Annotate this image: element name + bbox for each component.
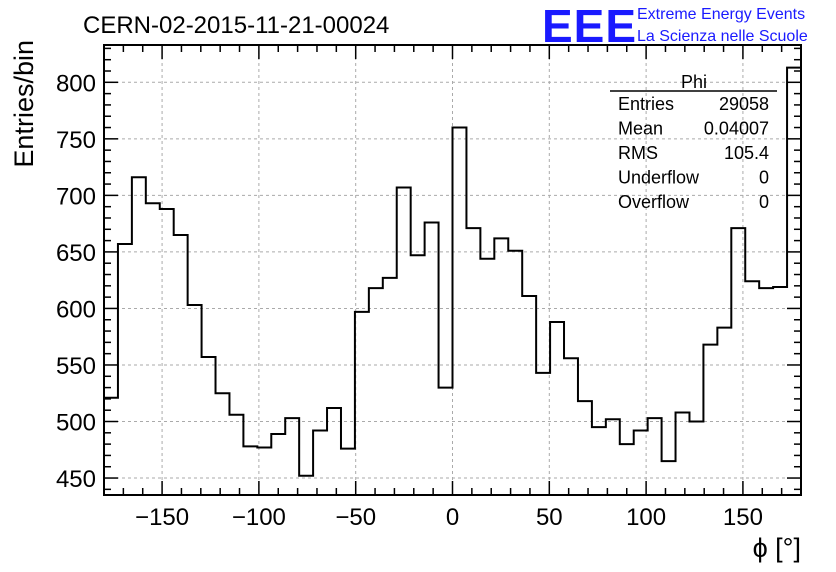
chart-title: CERN-02-2015-11-21-00024 <box>83 12 389 39</box>
axis-ticks <box>104 45 801 495</box>
x-tick-label: −150 <box>135 504 189 531</box>
x-tick-label: 150 <box>723 504 763 531</box>
stats-label: Entries <box>618 94 674 114</box>
stats-label: Mean <box>618 119 663 139</box>
x-tick-label: −100 <box>232 504 286 531</box>
y-tick-labels: 450 500 550 600 650 700 750 800 <box>56 70 96 493</box>
stats-value: 0 <box>759 192 769 212</box>
stats-label: Overflow <box>618 192 690 212</box>
y-axis-title: Entries/bin <box>9 40 39 168</box>
x-tick-label: 0 <box>446 504 459 531</box>
stats-rows: Entries 29058 Mean 0.04007 RMS 105.4 Underflow… <box>618 94 769 212</box>
stats-box: Phi Entries 29058 Mean 0.04007 RMS 105.4 Under… <box>610 72 777 212</box>
x-axis-title: ϕ [°] <box>753 533 801 563</box>
y-tick-label: 800 <box>56 70 96 97</box>
stats-label: RMS <box>618 143 658 163</box>
y-tick-label: 700 <box>56 183 96 210</box>
logo-line-2: La Scienza nelle Scuole <box>637 28 808 45</box>
stats-value: 0 <box>759 168 769 188</box>
y-tick-label: 500 <box>56 410 96 437</box>
stats-value: 105.4 <box>724 143 769 163</box>
x-tick-labels: −150 −100 −50 0 50 100 150 <box>135 504 763 531</box>
logo-mark: EEE <box>542 0 637 52</box>
x-tick-label: 50 <box>536 504 563 531</box>
y-tick-label: 650 <box>56 240 96 267</box>
x-tick-label: −50 <box>335 504 376 531</box>
eee-logo: EEE Extreme Energy Events La Scienza nel… <box>542 0 808 52</box>
y-tick-label: 450 <box>56 466 96 493</box>
x-tick-label: 100 <box>626 504 666 531</box>
logo-line-1: Extreme Energy Events <box>637 6 805 23</box>
histogram-step-line <box>103 66 802 495</box>
y-tick-label: 600 <box>56 296 96 323</box>
y-tick-label: 750 <box>56 127 96 154</box>
stats-value: 29058 <box>719 94 769 114</box>
stats-label: Underflow <box>618 168 700 188</box>
stats-value: 0.04007 <box>704 119 769 139</box>
y-tick-label: 550 <box>56 353 96 380</box>
stats-name: Phi <box>681 72 707 92</box>
